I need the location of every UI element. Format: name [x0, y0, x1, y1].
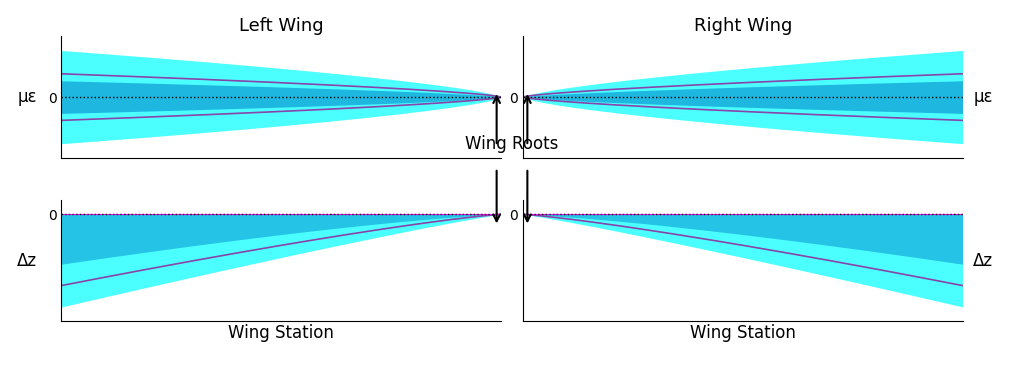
Text: Wing Roots: Wing Roots — [465, 135, 559, 153]
Y-axis label: Δz: Δz — [974, 251, 993, 270]
Title: Right Wing: Right Wing — [693, 17, 792, 35]
Title: Left Wing: Left Wing — [239, 17, 324, 35]
X-axis label: Wing Station: Wing Station — [690, 324, 796, 342]
Y-axis label: με: με — [974, 88, 993, 106]
Y-axis label: Δz: Δz — [17, 251, 37, 270]
Y-axis label: με: με — [17, 88, 37, 106]
X-axis label: Wing Station: Wing Station — [228, 324, 334, 342]
